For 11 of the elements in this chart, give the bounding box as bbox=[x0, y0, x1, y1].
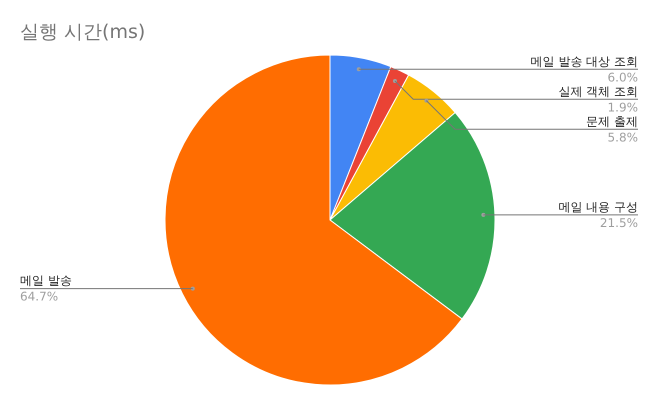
slice-label: 문제 출제 bbox=[586, 114, 638, 128]
data-label: 5.8% bbox=[608, 130, 638, 144]
slice-label: 메일 발송 bbox=[20, 274, 72, 288]
slice-label: 메일 내용 구성 bbox=[558, 200, 638, 214]
slice-label: 실제 객체 조회 bbox=[558, 84, 638, 98]
data-label: 21.5% bbox=[600, 216, 638, 230]
chart-title: 실행 시간(ms) bbox=[20, 21, 146, 43]
data-label: 6.0% bbox=[608, 70, 638, 84]
data-label: 1.9% bbox=[608, 100, 638, 114]
slice-label: 메일 발송 대상 조회 bbox=[530, 54, 638, 68]
data-label: 64.7% bbox=[20, 290, 58, 304]
